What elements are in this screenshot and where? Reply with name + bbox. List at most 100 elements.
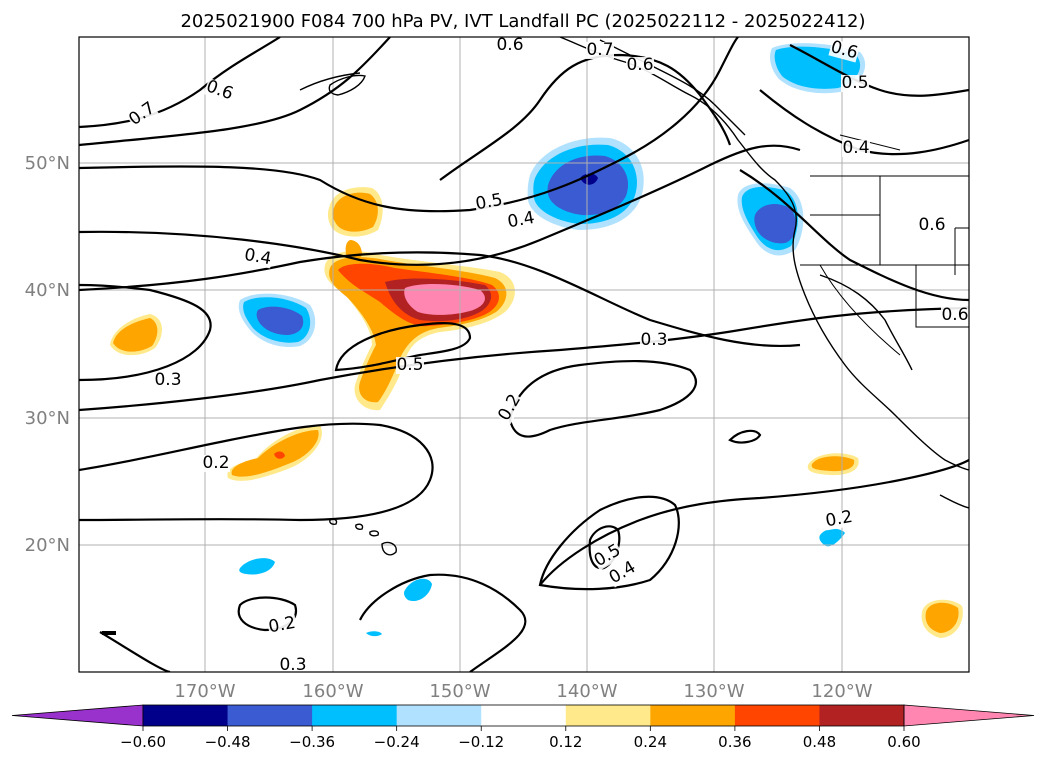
contour-0.3-west [79,283,212,382]
lat-label-50n: 50°N [25,153,70,174]
colorbar-tick-label: 0.60 [887,733,920,751]
contour-0.3-southwest [99,631,171,672]
lat-label-20n: 20°N [25,535,70,556]
contour-labels: 0.6 0.70.60.60.50.40.70.60.50.40.40.30.30… [125,35,969,675]
contour-label: 0.4 [506,208,536,232]
contour-label-bg [640,332,668,349]
lon-label-150w: 150°W [429,681,490,702]
contour-label-bg [606,558,640,588]
anomaly-orange-west [113,318,158,352]
contour-label-bg [505,209,537,232]
anomaly-orange-southeast [925,602,959,633]
contour-label: 0.3 [154,370,181,390]
contour-label: 0.2 [824,507,854,531]
hawaii-oahu [355,523,364,530]
alaska-panhandle-coast [599,39,746,136]
colorbar-tick-label: 0.12 [549,733,582,751]
anomaly-royal-gulf [547,155,629,216]
anomaly-blue-hawaii [404,578,432,602]
colorbar-segment [650,705,736,726]
north-america-coast [559,37,969,471]
contour-label: 0.6 [918,215,945,235]
contour-label: 0.5 [474,190,504,214]
map-area [79,37,969,672]
colorbar-segment [312,705,398,726]
colorbar-segment [565,705,651,726]
anomaly-blue-tiny [366,631,382,637]
lon-label-170w: 170°W [174,681,235,702]
colorbar-right-extend [903,704,1035,727]
colorbar-tick-label: −0.60 [120,733,166,751]
lat-label-30n: 30°N [25,408,70,429]
map-frame [78,36,970,673]
colorbar-tick-label: 0.48 [803,733,836,751]
colorbar-segment [227,705,313,726]
anomaly-royal-nw [754,203,796,244]
latitude-labels: 50°N 40°N 30°N 20°N [25,153,70,556]
anomaly-blue-mexico [819,528,845,547]
colorbar-segment [481,705,567,726]
lon-label-160w: 160°W [302,681,363,702]
contour-label-bg [202,455,230,472]
contour-label-bg [828,38,860,63]
colorbar-tick-label: −0.36 [289,733,335,751]
alaska-island [328,74,366,96]
colorbar-left-extend [11,704,144,727]
contour-label: 0.2 [267,613,297,637]
contour-label-bg [154,372,182,389]
contour-label-bg [841,75,869,92]
contour-0.3-main [79,306,969,412]
contour-label: 0.7 [586,40,613,60]
contour-label: 0.4 [243,245,273,269]
longitude-labels: 170°W 160°W 150°W 140°W 130°W 120°W [174,681,872,702]
colorbar-segment [143,705,229,726]
contour-label-bg [396,357,424,374]
hawaii-maui [369,530,380,537]
contour-label-bg [126,99,159,130]
contour-0.2-west [79,422,434,522]
contour-label-bg [591,541,625,571]
anomaly-blue-southwest [239,558,275,575]
hawaii-kauai [329,518,338,525]
contour-0.6-east [739,169,969,302]
colorbar-tick-label: 0.36 [718,733,751,751]
contour-0.4-south [538,495,680,591]
lon-label-130w: 130°W [683,681,744,702]
contour-0.3-south [359,573,527,672]
anomaly-red-subtrop [274,451,285,459]
contour-0.4-main [79,251,801,348]
contour-label-bg [473,191,505,214]
coastlines [299,37,969,556]
contour-label-bg [496,37,524,54]
contour-label: 0.2 [202,453,229,473]
hawaii-big-island [381,541,397,556]
colorbar-tick-label: 0.24 [634,733,667,751]
contour-label-bg [626,57,654,74]
contour-label: 0.6 [941,305,968,325]
contour-label: 0.5 [841,73,868,93]
contour-label: 0.5 [396,355,423,375]
contour-0.7-west [79,37,391,147]
contour-label: 0.4 [842,138,869,158]
contour-label-bg [823,508,855,531]
lon-label-140w: 140°W [556,681,617,702]
contour-label-bg [941,307,969,324]
gulf-of-california [819,274,913,371]
colorbar-segment [396,705,482,726]
contour-label-bg [495,391,525,425]
contour-label-bg [266,614,298,637]
state-border-3 [915,265,969,328]
anomaly-pink-central [404,284,485,315]
colorbar: −0.60 −0.48 −0.36 −0.24 −0.12 0.12 0.24 0.36 0.4… [11,704,1035,751]
contour-label-bg [842,140,870,157]
contour-label: 0.6 [496,35,523,55]
anomaly-royal-west [256,306,304,335]
mexico-coast [939,494,969,509]
colorbar-segment [819,705,905,726]
contour-label-bg [279,657,307,674]
state-border-4 [954,227,969,275]
contour-0.7-far-west [79,37,281,129]
colorbar-tick-label: −0.48 [205,733,251,751]
colorbar-frame [142,704,905,727]
